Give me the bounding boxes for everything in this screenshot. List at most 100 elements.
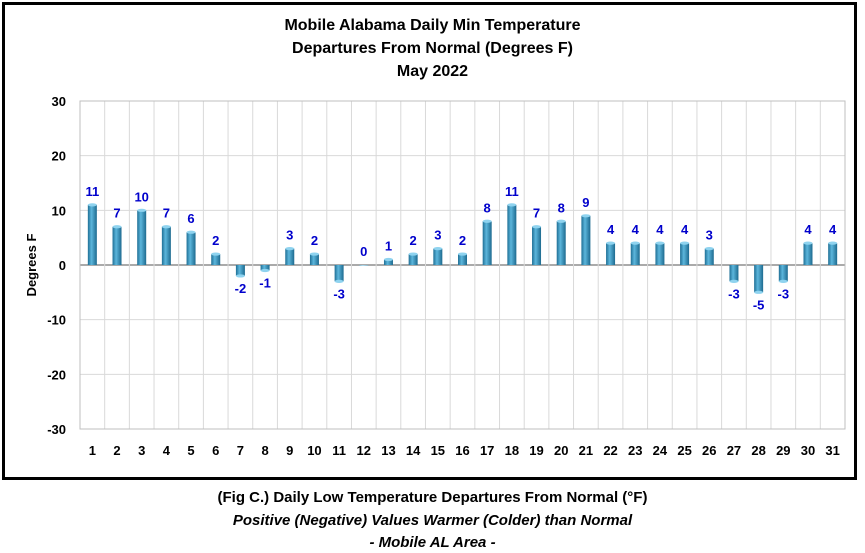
x-tick-label: 13 <box>381 443 395 458</box>
bar-cap <box>606 241 616 245</box>
x-tick-label: 9 <box>286 443 293 458</box>
data-label: -2 <box>235 281 247 296</box>
bar-day-8 <box>260 265 270 271</box>
bar-day-19 <box>532 226 542 265</box>
bar-cap <box>112 225 122 229</box>
data-label: -3 <box>778 286 790 301</box>
bar-day-31 <box>828 243 838 265</box>
bar-day-2 <box>112 226 122 265</box>
bar-cap <box>285 247 295 251</box>
data-label: 8 <box>484 200 491 215</box>
x-tick-label: 14 <box>406 443 421 458</box>
bar-cap <box>211 252 221 256</box>
data-label: 4 <box>656 222 664 237</box>
bar-cap <box>803 241 813 245</box>
chart-title-line-3: May 2022 <box>396 63 469 80</box>
y-tick-label: 20 <box>52 149 66 164</box>
bar-cap <box>87 203 97 207</box>
x-tick-label: 19 <box>529 443 543 458</box>
data-label: 1 <box>385 239 392 254</box>
x-tick-label: 16 <box>455 443 469 458</box>
bar-day-10 <box>309 254 319 265</box>
bar-day-3 <box>137 210 147 265</box>
data-label: 2 <box>410 233 417 248</box>
bar-cap <box>235 274 245 278</box>
x-tick-label: 10 <box>307 443 321 458</box>
data-label: 8 <box>558 200 565 215</box>
data-label: -3 <box>728 286 740 301</box>
bar-day-6 <box>211 254 221 265</box>
x-tick-label: 15 <box>431 443 445 458</box>
bar-day-29 <box>778 265 788 282</box>
data-label: 2 <box>311 233 318 248</box>
bar-cap <box>161 225 171 229</box>
bar-day-24 <box>655 243 665 265</box>
x-tick-label: 30 <box>801 443 815 458</box>
caption-line-3: - Mobile AL Area - <box>369 534 496 551</box>
x-tick-label: 29 <box>776 443 790 458</box>
y-tick-label: -10 <box>47 313 66 328</box>
bar-day-11 <box>334 265 344 282</box>
bar-cap <box>532 225 542 229</box>
y-tick-label: -30 <box>47 422 66 437</box>
bar-day-16 <box>458 254 467 265</box>
plot-area-border <box>79 100 846 430</box>
x-tick-label: 21 <box>579 443 593 458</box>
x-tick-label: 26 <box>702 443 716 458</box>
data-label: 4 <box>632 222 640 237</box>
bar-cap <box>778 279 788 283</box>
x-tick-label: 31 <box>825 443 839 458</box>
bar-cap <box>186 230 196 234</box>
x-tick-label: 17 <box>480 443 494 458</box>
y-tick-label: 0 <box>59 258 66 273</box>
data-label: 3 <box>434 228 441 243</box>
bar-cap <box>729 279 739 283</box>
bar-cap <box>309 252 319 256</box>
bar-day-15 <box>433 248 443 265</box>
data-label: 11 <box>505 184 519 199</box>
data-label: 0 <box>360 244 367 259</box>
x-tick-label: 28 <box>751 443 765 458</box>
bar-day-17 <box>482 221 492 265</box>
bar-day-1 <box>87 204 97 265</box>
data-label: 3 <box>286 228 293 243</box>
x-tick-label: 6 <box>212 443 219 458</box>
chart-title-line-2: Departures From Normal (Degrees F) <box>292 40 573 57</box>
bar-cap <box>828 241 838 245</box>
y-tick-label: 10 <box>52 203 66 218</box>
data-label: 3 <box>706 228 713 243</box>
bar-day-7 <box>235 265 245 276</box>
x-tick-label: 20 <box>554 443 568 458</box>
bar-day-4 <box>161 226 171 265</box>
data-label: -1 <box>259 275 271 290</box>
data-label: 7 <box>163 206 170 221</box>
x-tick-label: 7 <box>237 443 244 458</box>
y-axis-label: Degrees F <box>24 234 39 297</box>
x-tick-label: 8 <box>261 443 268 458</box>
chart-title-line-1: Mobile Alabama Daily Min Temperature <box>284 17 581 34</box>
x-tick-label: 25 <box>677 443 691 458</box>
data-label: 7 <box>533 206 540 221</box>
bar-cap <box>482 219 492 223</box>
bar-cap <box>655 241 665 245</box>
bar-day-23 <box>630 243 640 265</box>
data-label: -5 <box>753 297 765 312</box>
data-label: 2 <box>212 233 219 248</box>
caption-line-1: (Fig C.) Daily Low Temperature Departure… <box>217 489 648 506</box>
x-tick-label: 23 <box>628 443 642 458</box>
x-tick-label: 4 <box>163 443 171 458</box>
bar-day-27 <box>729 265 739 282</box>
x-tick-label: 3 <box>138 443 145 458</box>
data-label: 9 <box>582 195 589 210</box>
bar-day-12 <box>359 265 369 266</box>
bar-day-9 <box>285 248 295 265</box>
x-tick-label: 22 <box>603 443 617 458</box>
bar-cap <box>260 268 270 273</box>
bar-cap <box>754 290 764 294</box>
data-label: 4 <box>681 222 689 237</box>
x-tick-label: 18 <box>505 443 519 458</box>
data-label: 6 <box>187 211 194 226</box>
data-label: 10 <box>134 189 148 204</box>
chart-plot: 3020100-10-20-3011172103746526-27-183921… <box>24 94 846 458</box>
data-label: 11 <box>85 184 99 199</box>
